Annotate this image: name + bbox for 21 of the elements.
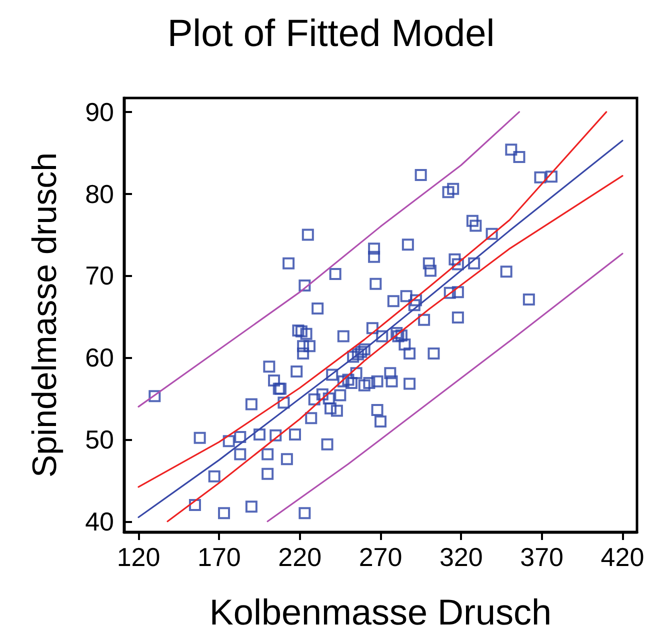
x-tick-label: 220 (278, 542, 322, 572)
y-axis-title: Spindelmasse drusch (26, 152, 64, 478)
line-series (138, 140, 624, 518)
y-tick-label: 50 (85, 424, 114, 454)
line-series (138, 111, 520, 408)
x-tick-label: 170 (197, 542, 241, 572)
y-tick-label: 80 (85, 178, 114, 209)
y-tick-label: 70 (85, 260, 114, 291)
x-axis-title: Kolbenmasse Drusch (209, 592, 552, 632)
x-tick-label: 320 (439, 542, 483, 572)
chart-title: Plot of Fitted Model (167, 13, 495, 55)
y-tick-label: 90 (85, 96, 114, 127)
x-tick-label: 420 (600, 542, 644, 572)
x-tick-label: 120 (116, 542, 160, 572)
line-series (266, 252, 624, 522)
x-tick-label: 270 (358, 542, 402, 572)
line-series (138, 111, 608, 488)
line-series (166, 174, 624, 522)
y-tick-label: 60 (85, 342, 114, 373)
x-tick-label: 370 (520, 542, 564, 572)
y-tick-label: 40 (85, 506, 114, 536)
